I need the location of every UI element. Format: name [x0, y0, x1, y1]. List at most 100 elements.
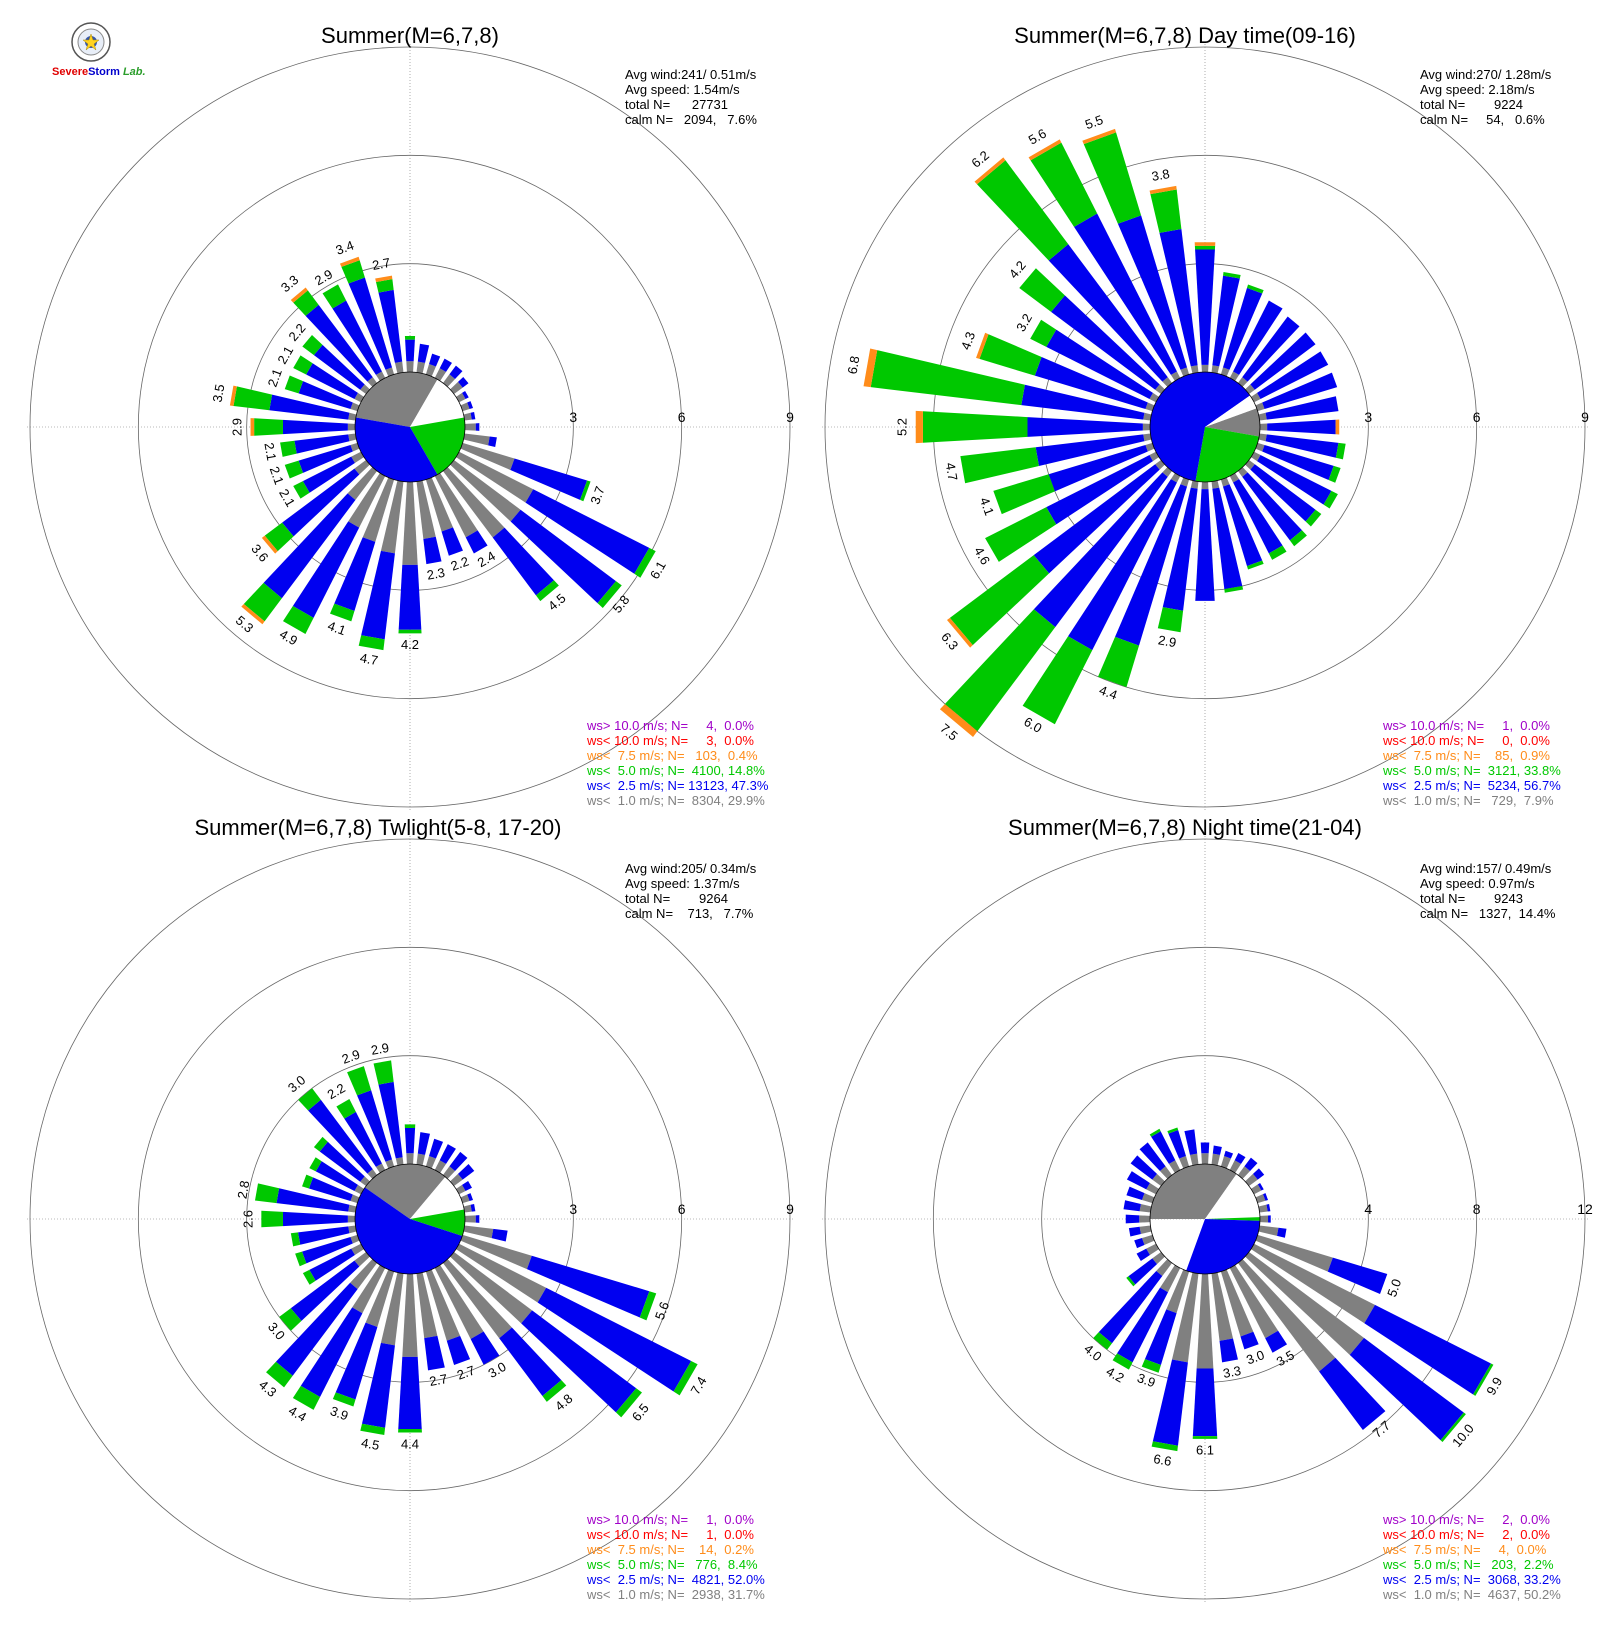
bar-segment-blue	[526, 1255, 650, 1318]
wind-bar-140: 7.7	[1237, 1259, 1393, 1441]
bar-segment-green	[634, 547, 656, 578]
wind-bar-250	[1134, 1234, 1155, 1249]
wind-bar-290: 2.1	[265, 367, 360, 412]
bar-segment-blue	[475, 1215, 480, 1223]
wind-bar-100	[1258, 1225, 1287, 1238]
bar-segment-blue	[1349, 1337, 1464, 1441]
bar-segment-gray	[351, 1243, 364, 1256]
bar-segment-green	[1022, 636, 1093, 725]
bar-value-label: 6.1	[1196, 1443, 1214, 1458]
bar-segment-blue	[1244, 1157, 1258, 1172]
bar-segment-blue	[470, 1203, 476, 1212]
bar-segment-gray	[1139, 1215, 1151, 1223]
bar-segment-gray	[395, 1157, 404, 1166]
logo-wordmark: SevereStorm Lab.	[52, 66, 146, 78]
bar-segment-blue	[429, 353, 441, 367]
wind-bar-260: 2.1	[261, 433, 357, 462]
bar-segment-blue	[313, 344, 365, 390]
bar-value-label: 2.7	[455, 1362, 477, 1382]
bar-segment-gray	[434, 368, 447, 381]
wind-bar-80	[1258, 396, 1339, 421]
bar-segment-blue	[510, 509, 616, 604]
bar-segment-gray	[1156, 1259, 1173, 1277]
bar-segment-blue	[492, 527, 554, 596]
wind-bar-0	[1200, 1142, 1210, 1165]
wind-bar-50	[1245, 1168, 1265, 1187]
wind-bar-190: 6.6	[1151, 1272, 1199, 1469]
bar-segment-green	[330, 603, 355, 622]
bar-segment-blue	[361, 550, 395, 640]
bar-segment-gray	[1152, 1251, 1165, 1265]
legend-entry: ws< 1.0 m/s; N= 2938, 31.7%	[586, 1587, 765, 1602]
wind-bar-0	[1194, 242, 1216, 373]
bar-segment-green	[1223, 271, 1241, 279]
stats-line: Avg speed: 1.37m/s	[625, 876, 740, 891]
calm-pie-slice-blue	[1149, 371, 1251, 482]
bar-value-label: 2.9	[312, 266, 335, 288]
calm-pie-slice-gray	[1150, 1164, 1237, 1219]
bar-segment-gray	[1190, 365, 1199, 374]
bar-segment-gray	[456, 392, 466, 403]
ring-label: 4	[1364, 1201, 1372, 1217]
bar-segment-green	[261, 1210, 283, 1228]
bar-segment-gray	[347, 467, 378, 500]
bar-value-label: 2.3	[426, 565, 446, 583]
bar-segment-gray	[1220, 367, 1230, 377]
bar-value-label: 6.1	[647, 559, 669, 582]
legend-entry: ws< 5.0 m/s; N= 4100, 14.8%	[586, 763, 765, 778]
bar-segment-gray	[1146, 1182, 1159, 1195]
bar-segment-gray	[350, 442, 360, 452]
wind-bar-340: 3.4	[334, 238, 395, 377]
bar-segment-gray	[1180, 477, 1190, 487]
bar-segment-blue	[378, 1081, 403, 1159]
bar-segment-green	[266, 1361, 293, 1388]
bar-segment-blue	[1262, 444, 1334, 480]
wind-bar-230	[1126, 1251, 1165, 1287]
wind-bar-40	[442, 365, 463, 387]
legend-entry: ws< 10.0 m/s; N= 2, 0.0%	[1382, 1527, 1550, 1542]
wind-bar-100	[1258, 433, 1346, 460]
bar-segment-green	[254, 418, 283, 436]
bar-segment-green	[977, 160, 1069, 261]
wind-bar-300	[309, 1157, 364, 1195]
wind-bar-240	[302, 1243, 364, 1285]
bar-segment-blue	[1074, 213, 1177, 375]
bar-segment-gray	[463, 433, 490, 446]
bar-segment-blue	[404, 1128, 416, 1154]
wind-bar-10	[1211, 1145, 1222, 1166]
wind-bar-30	[1229, 1152, 1246, 1173]
wind-bar-20	[425, 1138, 444, 1169]
bar-segment-gray	[1245, 1251, 1364, 1355]
bar-segment-orange	[250, 418, 255, 436]
bar-value-label: 3.7	[587, 484, 607, 506]
bar-segment-green	[922, 411, 1028, 443]
wind-bar-180: 6.1	[1192, 1273, 1218, 1458]
logo-word-storm: Storm	[88, 66, 120, 78]
bar-value-label: 4.4	[401, 1436, 419, 1451]
calm-pie-slice-white	[1205, 395, 1257, 427]
bar-segment-blue	[417, 1132, 430, 1155]
bar-segment-green	[302, 1269, 316, 1285]
bar-segment-gray	[1196, 1273, 1214, 1369]
bar-segment-blue	[525, 489, 650, 574]
bar-segment-orange	[241, 603, 265, 625]
wind-rose-panel-3: 3 6 95.67.46.54.83.02.72.74.44.53.94.44.33…	[27, 815, 794, 1602]
legend-entry: ws< 10.0 m/s; N= 1, 0.0%	[586, 1527, 754, 1542]
bar-segment-blue	[1233, 479, 1283, 554]
bar-value-label: 4.2	[1006, 258, 1029, 281]
wind-bar-30	[1229, 300, 1283, 381]
bar-value-label: 2.1	[274, 343, 296, 366]
legend-entry: ws< 10.0 m/s; N= 0, 0.0%	[1382, 733, 1550, 748]
bar-segment-gray	[1180, 367, 1190, 377]
wind-bar-180: 4.2	[398, 481, 422, 652]
stats-line: Avg wind:241/ 0.51m/s	[625, 67, 757, 82]
wind-bar-170: 2.7	[416, 1272, 449, 1389]
wind-bar-240	[1136, 1243, 1159, 1261]
bar-value-label: 2.7	[428, 1371, 448, 1389]
bar-segment-green	[279, 1308, 302, 1331]
ring-label: 3	[1364, 409, 1372, 425]
bar-segment-blue	[405, 339, 415, 362]
bar-segment-blue	[1123, 1200, 1141, 1212]
bar-value-label: 6.8	[845, 355, 863, 375]
wind-bar-340	[1167, 1127, 1190, 1169]
